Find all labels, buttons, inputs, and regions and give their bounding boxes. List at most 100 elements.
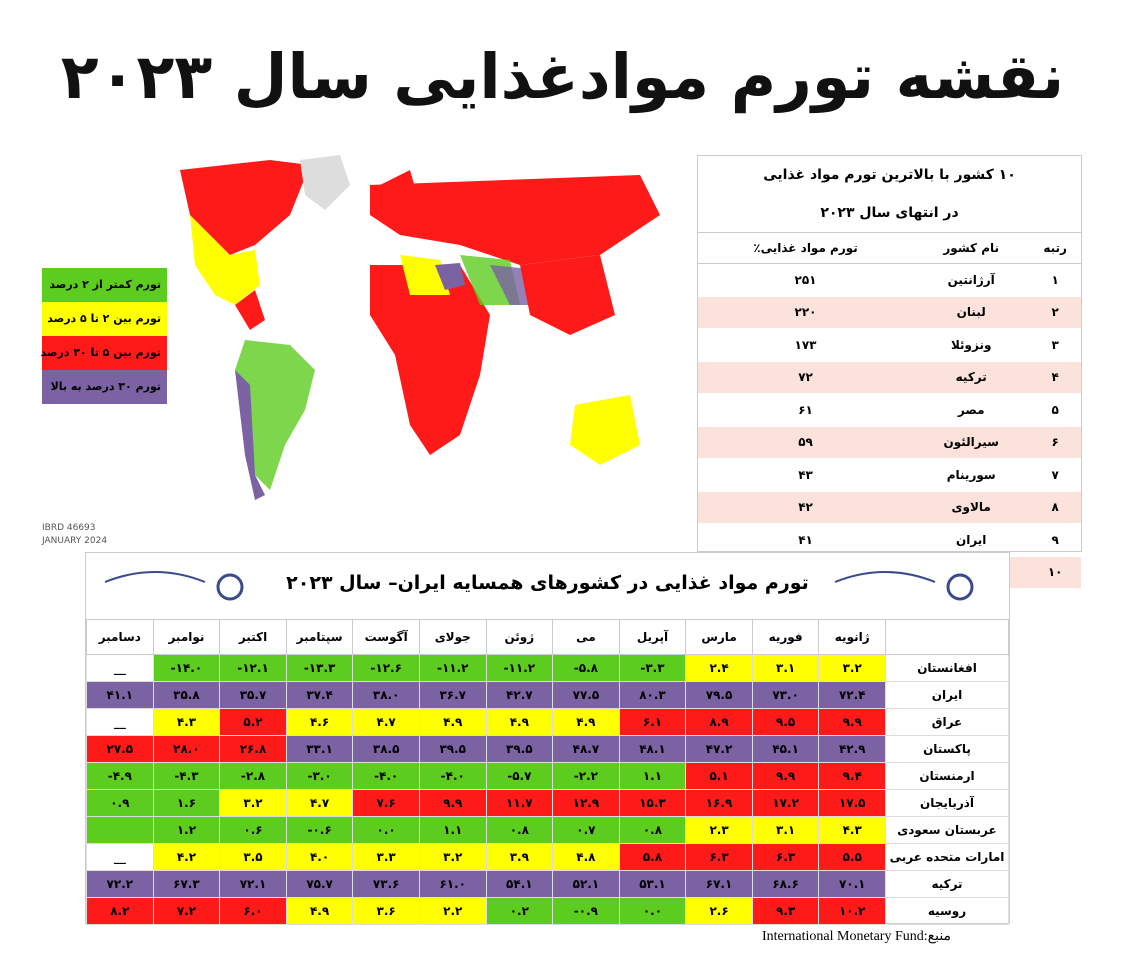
cell: ۱ [1029,263,1081,297]
value-cell: ۳۷.۴ [285,681,354,709]
cell: ۵ [1029,393,1081,427]
value-cell: ۶۷.۳ [152,870,221,898]
value-cell: ۲۸.۰ [152,735,221,763]
cell: مالاوی [913,491,1030,524]
month-header: سپتامبر [285,619,354,655]
value-cell: ۳۸.۰ [352,681,420,709]
value-cell: __ [86,843,154,871]
month-header: ژوئن [485,619,554,655]
value-cell: -۱۳.۳ [285,654,354,682]
header-cell: رتبه [1029,232,1081,264]
value-cell: -۴.۹ [86,762,154,790]
value-cell: ۸۰.۳ [618,681,687,709]
value-cell: ۲.۶ [685,897,753,925]
value-cell: ۵.۲ [219,708,287,736]
cell: ۶ [1029,426,1081,459]
value-cell: -۵.۷ [485,762,554,790]
header-cell: نام کشور [913,232,1030,264]
month-header: آگوست [352,619,420,655]
value-cell: ۳.۲ [219,789,287,817]
value-cell: -۴.۰ [418,762,487,790]
value-cell: ۶۷.۱ [685,870,753,898]
value-cell: ۰.۶ [219,816,287,844]
cell: ۲۲۰ [698,296,914,329]
value-cell: ۰.۸ [485,816,554,844]
month-header: اکتبر [219,619,287,655]
country: آذربایجان [885,789,1009,817]
value-cell: ۴۷.۲ [685,735,753,763]
logo [104,571,244,601]
value-cell: __ [86,654,154,682]
row: افغانستان ۳.۲ ۳.۱ ۲.۴ -۳.۳ -۵.۸ -۱۱.۲ -۱۱.۲ -۱۲.… [86,654,1009,682]
value-cell: __ [86,708,154,736]
cell: ۴۲ [698,491,914,524]
cell: ۵۹ [698,426,914,459]
country: ایران [885,681,1009,709]
value-cell: -۳.۰ [285,762,354,790]
value-cell: -۴.۳ [152,762,221,790]
value-cell: -۱۱.۲ [418,654,487,682]
row: ۷ سورینام ۴۳ [698,458,1081,492]
value-cell: ۳.۳ [352,843,420,871]
value-cell: ۴.۳ [818,816,886,844]
value-cell: ۴.۷ [352,708,420,736]
value-cell: ۴.۰ [285,843,354,871]
row: امارات متحده عربی ۵.۵ ۶.۳ ۶.۳ ۵.۸ ۴.۸ ۳.۹ ۳.۲ ۳.… [86,843,1009,871]
value-cell: ۶۱.۰ [418,870,487,898]
value-cell: ۷۳.۰ [751,681,820,709]
value-cell [86,816,154,844]
value-cell: -۳.۳ [618,654,687,682]
value-cell: ۴.۹ [485,708,554,736]
value-cell: ۰.۹ [86,789,154,817]
row: ۲ لبنان ۲۲۰ [698,296,1081,329]
value-cell: ۱۷.۵ [818,789,886,817]
value-cell: ۷.۶ [352,789,420,817]
value-cell: ۲.۳ [685,816,753,844]
value-cell: -۰.۹ [552,897,620,925]
country: عربستان سعودی [885,816,1009,844]
row: آذربایجان ۱۷.۵ ۱۷.۲ ۱۶.۹ ۱۵.۳ ۱۲.۹ ۱۱.۷ ۹.۹ ۷.۶ ۴… [86,789,1009,817]
cell: ترکیه [913,361,1030,394]
value-cell: -۲.۸ [219,762,287,790]
value-cell: ۴.۸ [552,843,620,871]
value-cell: ۱.۶ [152,789,221,817]
value-cell: ۹.۳ [751,897,820,925]
value-cell: ۱۶.۹ [685,789,753,817]
map-source-line: JANUARY 2024 [42,536,108,546]
value-cell: ۴۸.۱ [618,735,687,763]
month-header: ژانویه [818,619,886,655]
value-cell: ۰.۰ [618,897,687,925]
value-cell: ۰.۷ [552,816,620,844]
value-cell: ۶.۰ [219,897,287,925]
month-header: نوامبر [152,619,221,655]
cell: ۱۷۳ [698,328,914,362]
value-cell: ۴۵.۱ [751,735,820,763]
value-cell: ۹.۹ [818,708,886,736]
value-cell: ۰.۲ [485,897,554,925]
row: ۶ سیرالئون ۵۹ [698,426,1081,459]
corner [885,619,1009,655]
value-cell: ۳۶.۷ [418,681,487,709]
value-cell: ۵۳.۱ [618,870,687,898]
value-cell: -۱۴.۰ [152,654,221,682]
value-cell: ۹.۹ [751,762,820,790]
row: ۳ ونزوئلا ۱۷۳ [698,328,1081,362]
header-row: رتبه نام کشور تورم مواد غذایی٪ [698,232,1081,264]
legend-item: تورم کمتر از ۲ درصد [42,268,167,302]
value-cell: ۷.۲ [152,897,221,925]
country: عراق [885,708,1009,736]
world-map [40,155,695,548]
cell: ۴۳ [698,458,914,492]
value-cell: ۴۸.۷ [552,735,620,763]
title: نقشه تورم موادغذایی سال ۲۰۲۳ [60,40,1065,113]
value-cell: ۳۹.۵ [485,735,554,763]
country: پاکستان [885,735,1009,763]
value-cell: ۱.۱ [418,816,487,844]
cell: ۲ [1029,296,1081,329]
top10-title: در انتهای سال ۲۰۲۳ [820,205,959,221]
cell: مصر [913,393,1030,427]
value-cell: ۴۱.۱ [86,681,154,709]
value-cell: ۱۰.۲ [818,897,886,925]
value-cell: -۵.۸ [552,654,620,682]
top10-table: ۱۰ کشور با بالاترین تورم مواد غذایی در ان… [697,155,1082,589]
